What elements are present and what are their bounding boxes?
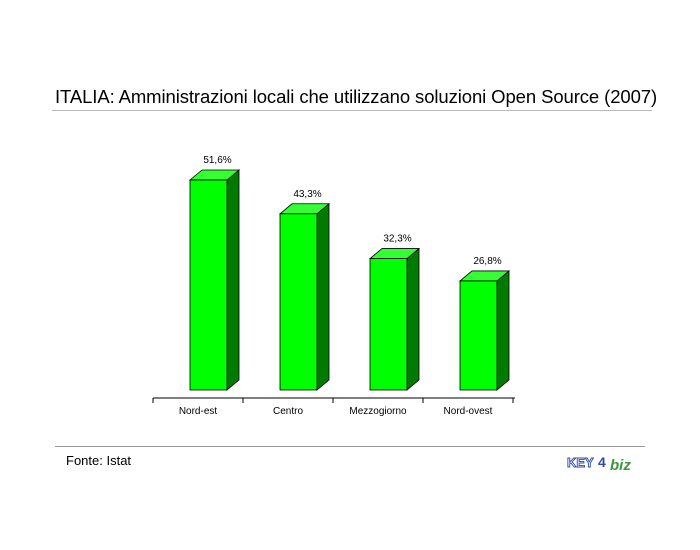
title-divider — [52, 110, 652, 111]
chart-title: ITALIA: Amministrazioni locali che utili… — [55, 86, 658, 107]
data-label: 32,3% — [383, 234, 411, 245]
bar-side — [496, 270, 510, 391]
bar-nord-ovest: 26,8% — [458, 256, 511, 391]
x-tick-label: Nord-ovest — [444, 406, 493, 417]
logo-four-text: 4 — [598, 454, 606, 470]
source-note: Fonte: Istat — [66, 453, 132, 468]
bar-front — [279, 213, 318, 391]
bars-group: 51,6% 43,3% 32,3% 26,8% — [188, 155, 511, 391]
data-label: 43,3% — [293, 189, 321, 200]
bar-centro: 43,3% — [278, 189, 331, 391]
bar-chart: 51,6% 43,3% 32,3% 26,8% Nord-est Centro Mezzo… — [152, 155, 515, 417]
data-label: 51,6% — [203, 155, 231, 166]
bar-front — [189, 179, 228, 391]
x-axis: Nord-est Centro Mezzogiorno Nord-ovest — [152, 397, 515, 417]
bar-nord-est: 51,6% — [188, 155, 241, 391]
bar-mezzogiorno: 32,3% — [368, 234, 421, 391]
data-label: 26,8% — [473, 256, 501, 267]
logo-key-text: KEY — [567, 455, 594, 470]
key4biz-logo: KEY 4 biz — [567, 454, 632, 474]
logo-biz-text: biz — [610, 457, 631, 474]
footer-divider — [55, 446, 645, 447]
bar-front — [459, 280, 498, 391]
x-tick-label: Nord-est — [179, 406, 218, 417]
bar-side — [406, 247, 420, 391]
bar-side — [226, 169, 240, 391]
bar-front — [369, 258, 408, 391]
bar-side — [316, 202, 330, 391]
x-tick-label: Centro — [273, 406, 303, 417]
x-tick-label: Mezzogiorno — [349, 406, 407, 417]
